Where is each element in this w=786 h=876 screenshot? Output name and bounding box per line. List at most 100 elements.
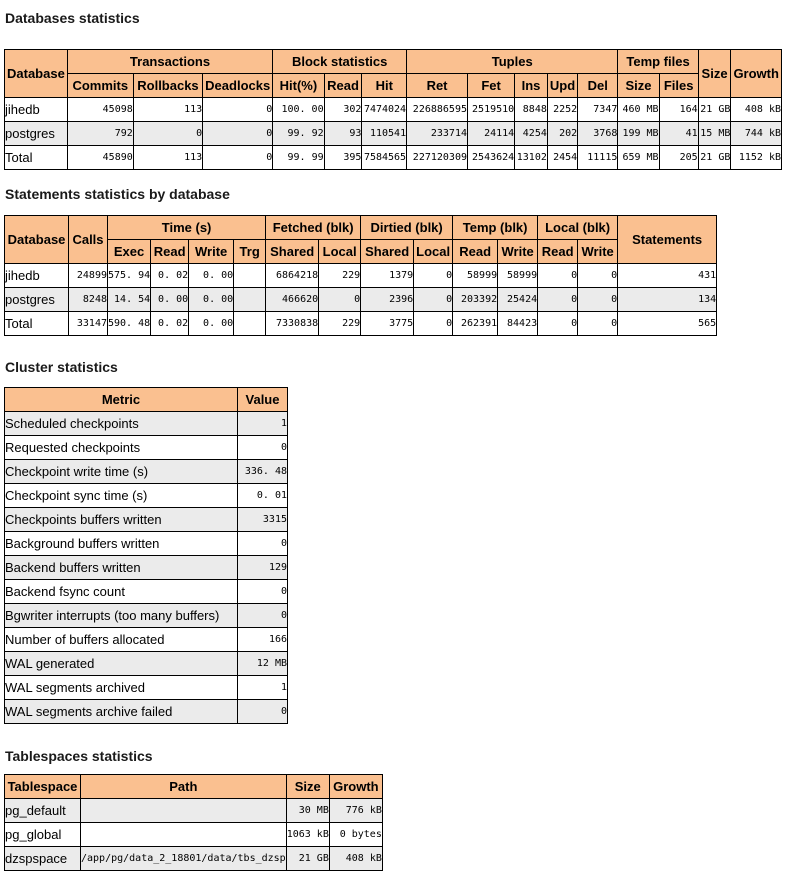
- databases-table-header: Database Transactions Block statistics T…: [4, 49, 782, 98]
- row-label-cell: Requested checkpoints: [4, 435, 238, 460]
- col-header-time-read: Read: [150, 239, 190, 264]
- col-header-temp-size: Size: [617, 73, 660, 98]
- col-group-time-s: Time (s): [106, 215, 267, 240]
- table-row: pg_default 30 MB 776 kB: [4, 798, 383, 823]
- value-cell: 203392: [452, 287, 499, 312]
- tablespaces-table-header: Tablespace Path Size Growth: [4, 774, 383, 799]
- table-row: Checkpoints buffers written 3315: [4, 507, 288, 532]
- value-cell: 2519510: [466, 97, 516, 122]
- col-header-rollbacks: Rollbacks: [132, 73, 204, 98]
- value-cell: 1: [237, 411, 288, 436]
- value-cell: 21 GB: [697, 97, 732, 122]
- table-row: Number of buffers allocated 166: [4, 627, 288, 652]
- value-cell: 0: [202, 121, 274, 146]
- col-header-temp-files: Files: [658, 73, 699, 98]
- value-cell: 0: [132, 121, 204, 146]
- row-label-cell: jihedb: [4, 263, 69, 288]
- cluster-statistics-table: Metric Value Scheduled checkpoints 1 Reque…: [4, 387, 288, 724]
- value-cell: 229: [318, 311, 362, 336]
- value-cell: [80, 822, 287, 847]
- col-header-read: Read: [323, 73, 363, 98]
- value-cell: 776 kB: [328, 798, 383, 823]
- row-label-cell: Bgwriter interrupts (too many buffers): [4, 603, 238, 628]
- col-header-upd: Upd: [546, 73, 579, 98]
- col-header-time-write: Write: [188, 239, 235, 264]
- value-cell: 0: [537, 287, 579, 312]
- value-cell: 431: [617, 263, 718, 288]
- value-cell: 58999: [452, 263, 499, 288]
- row-label-cell: Background buffers written: [4, 531, 238, 556]
- col-group-dirtied-blk: Dirtied (blk): [360, 215, 454, 240]
- value-cell: 14. 54: [106, 287, 152, 312]
- table-row: Requested checkpoints 0: [4, 435, 288, 460]
- value-cell: 1379: [360, 263, 415, 288]
- value-cell: [233, 287, 267, 312]
- value-cell: 41: [658, 121, 699, 146]
- col-header-local-write: Write: [577, 239, 619, 264]
- value-cell: 466620: [265, 287, 320, 312]
- value-cell: 0. 00: [150, 287, 190, 312]
- col-header-trg: Trg: [233, 239, 267, 264]
- databases-statistics-table: Database Transactions Block statistics T…: [4, 49, 782, 170]
- col-header-database: Database: [4, 49, 68, 98]
- value-cell: 113: [132, 145, 204, 170]
- value-cell: 6864218: [265, 263, 320, 288]
- col-header-dirtied-local: Local: [413, 239, 454, 264]
- value-cell: [233, 263, 267, 288]
- value-cell: 0: [577, 311, 619, 336]
- col-group-block-statistics: Block statistics: [272, 49, 408, 74]
- row-label-cell: Checkpoint write time (s): [4, 459, 238, 484]
- table-row: Total 45890 113 0 99. 99 395 7584565 227120309 2…: [4, 145, 782, 170]
- value-cell: 2454: [546, 145, 579, 170]
- col-group-tuples: Tuples: [406, 49, 619, 74]
- col-header-ins: Ins: [514, 73, 548, 98]
- table-row: postgres 792 0 0 99. 92 93 110541 233714 24114 42…: [4, 121, 782, 146]
- row-label-cell: Total: [4, 311, 69, 336]
- col-header-hit-pct: Hit(%): [272, 73, 325, 98]
- value-cell: 13102: [514, 145, 548, 170]
- tablespaces-statistics-table: Tablespace Path Size Growth pg_default 30…: [4, 774, 383, 871]
- value-cell: 575. 94: [106, 263, 152, 288]
- value-cell: 0: [202, 97, 274, 122]
- value-cell: 99. 99: [272, 145, 325, 170]
- statements-statistics-title: Statements statistics by database: [5, 186, 230, 202]
- row-label-cell: WAL segments archive failed: [4, 699, 238, 724]
- value-cell: 164: [658, 97, 699, 122]
- value-cell: [80, 798, 287, 823]
- col-header-metric: Metric: [4, 387, 238, 412]
- value-cell: 0: [237, 531, 288, 556]
- value-cell: 0 bytes: [328, 822, 383, 847]
- row-label-cell: Backend buffers written: [4, 555, 238, 580]
- col-header-fetched-shared: Shared: [265, 239, 320, 264]
- table-row: jihedb 24899 575. 94 0. 02 0. 00 6864218 229 13…: [4, 263, 718, 288]
- value-cell: 408 kB: [328, 846, 383, 871]
- col-header-fet: Fet: [466, 73, 516, 98]
- table-row: WAL segments archived 1: [4, 675, 288, 700]
- value-cell: [233, 311, 267, 336]
- value-cell: 1: [237, 675, 288, 700]
- value-cell: 0: [237, 699, 288, 724]
- value-cell: 565: [617, 311, 718, 336]
- table-row: dzspspace/app/pg/data_2_18801/data/tbs_d…: [4, 846, 383, 871]
- col-header-growth: Growth: [328, 774, 383, 799]
- col-header-value: Value: [237, 387, 288, 412]
- value-cell: 0: [413, 311, 454, 336]
- row-label-cell: Number of buffers allocated: [4, 627, 238, 652]
- table-row: WAL generated 12 MB: [4, 651, 288, 676]
- value-cell: 0. 00: [188, 263, 235, 288]
- value-cell: 7347: [577, 97, 619, 122]
- statements-table-header: Database Calls Time (s) Fetched (blk) Di…: [4, 215, 718, 264]
- value-cell: 3768: [577, 121, 619, 146]
- databases-statistics-title: Databases statistics: [5, 10, 140, 26]
- row-label-cell: pg_global: [4, 822, 81, 847]
- value-cell: 58999: [497, 263, 539, 288]
- value-cell: 0. 02: [150, 311, 190, 336]
- table-row: WAL segments archive failed 0: [4, 699, 288, 724]
- value-cell: 0: [237, 603, 288, 628]
- value-cell: 0: [202, 145, 274, 170]
- row-label-cell: Checkpoints buffers written: [4, 507, 238, 532]
- value-cell: 25424: [497, 287, 539, 312]
- row-label-cell: jihedb: [4, 97, 68, 122]
- value-cell: 7474024: [361, 97, 408, 122]
- value-cell: 395: [323, 145, 363, 170]
